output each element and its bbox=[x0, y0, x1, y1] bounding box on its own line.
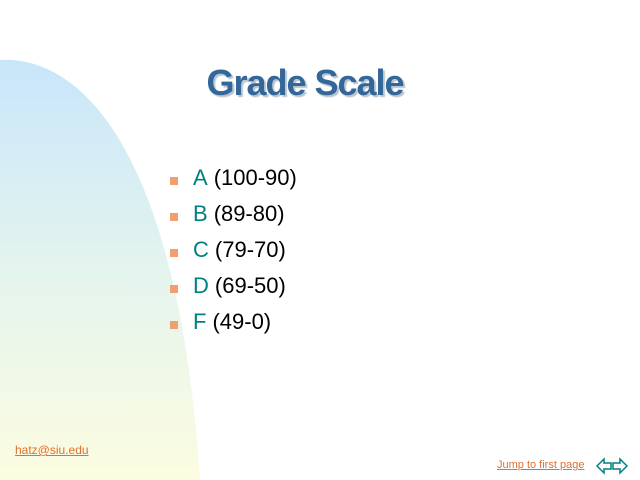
slide-navigation bbox=[596, 457, 628, 475]
jump-to-first-page-link[interactable]: Jump to first page bbox=[497, 459, 585, 471]
grade-letter: A bbox=[193, 165, 208, 190]
list-item: C (79-70) bbox=[170, 232, 297, 268]
arrow-right-icon[interactable] bbox=[612, 457, 628, 475]
grade-range: (69-50) bbox=[214, 273, 286, 298]
square-bullet-icon bbox=[170, 177, 178, 185]
list-item: F (49-0) bbox=[170, 304, 297, 340]
grade-letter: B bbox=[193, 201, 208, 226]
list-item: B (89-80) bbox=[170, 196, 297, 232]
list-item: D (69-50) bbox=[170, 268, 297, 304]
slide-title: Grade Scale bbox=[206, 62, 404, 103]
grade-range: (49-0) bbox=[212, 309, 272, 334]
square-bullet-icon bbox=[170, 213, 178, 221]
square-bullet-icon bbox=[170, 285, 178, 293]
list-item: A (100-90) bbox=[170, 160, 297, 196]
grade-list: A (100-90) B (89-80) C (79-70) D (69-50) F (4… bbox=[170, 160, 297, 340]
grade-range: (100-90) bbox=[213, 165, 297, 190]
grade-range: (79-70) bbox=[214, 237, 286, 262]
email-link[interactable]: hatz@siu.edu bbox=[15, 443, 89, 457]
grade-letter: F bbox=[193, 309, 207, 334]
grade-range: (89-80) bbox=[213, 201, 285, 226]
grade-letter: D bbox=[193, 273, 209, 298]
square-bullet-icon bbox=[170, 249, 178, 257]
grade-letter: C bbox=[193, 237, 209, 262]
arrow-left-icon[interactable] bbox=[596, 457, 612, 475]
square-bullet-icon bbox=[170, 321, 178, 329]
